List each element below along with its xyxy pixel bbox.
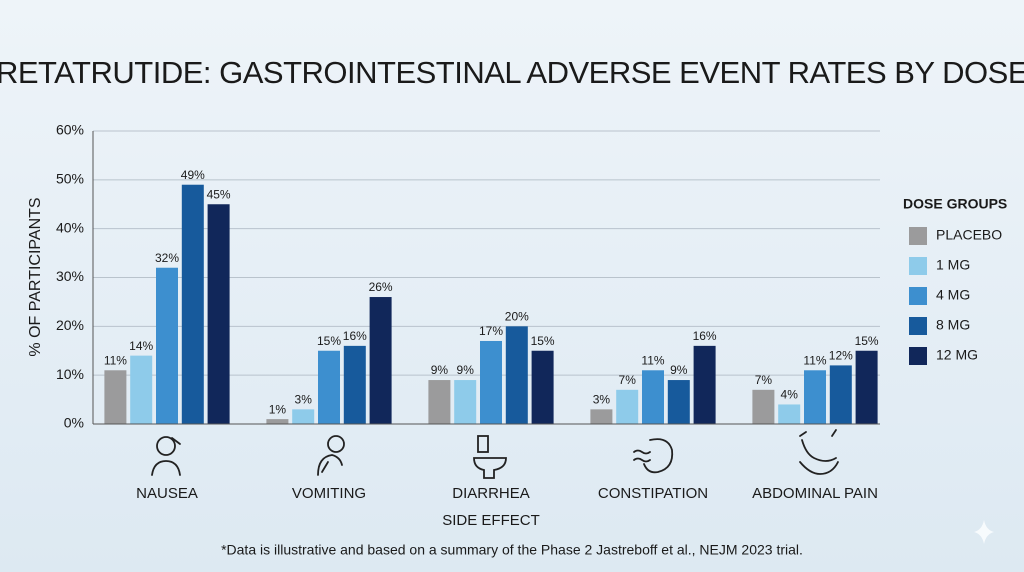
bar [369, 297, 392, 424]
footnote: *Data is illustrative and based on a sum… [221, 542, 803, 558]
icons [151, 429, 839, 479]
x-tick-label: VOMITING [292, 485, 366, 502]
value-label: 7% [755, 373, 773, 387]
value-label: 7% [619, 373, 637, 387]
x-tick-label: DIARRHEA [452, 485, 530, 502]
bar [156, 267, 178, 424]
value-label: 11% [641, 353, 664, 367]
y-tick-label: 40% [56, 219, 84, 235]
constipation-icon [633, 438, 674, 474]
x-tick-label: CONSTIPATION [598, 485, 708, 502]
value-label: 9% [670, 363, 688, 377]
y-tick-label: 60% [56, 122, 84, 138]
value-label: 3% [295, 393, 313, 407]
value-label: 17% [479, 324, 503, 338]
value-label: 15% [531, 334, 555, 348]
bar [616, 389, 639, 424]
bar [505, 326, 528, 424]
value-label: 16% [693, 329, 717, 343]
bar [318, 350, 340, 424]
legend-swatch [909, 347, 927, 365]
value-label: 3% [593, 393, 611, 407]
value-label: 32% [155, 251, 179, 265]
bar [829, 365, 852, 424]
bar [266, 419, 289, 424]
bar [292, 409, 315, 424]
value-label: 15% [855, 334, 879, 348]
legend-label: 4 MG [936, 287, 970, 303]
y-tick-label: 20% [56, 317, 84, 333]
legend-swatch [909, 287, 927, 305]
y-axis-label: % OF PARTICIPANTS [27, 197, 44, 356]
legend-label: PLACEBO [936, 227, 1002, 243]
legend-swatch [909, 317, 927, 335]
value-label: 9% [457, 363, 475, 377]
bar [181, 184, 204, 424]
bar [642, 370, 664, 424]
nausea-icon [151, 436, 181, 476]
chart-title: RETATRUTIDE: GASTROINTESTINAL ADVERSE EV… [0, 55, 1024, 90]
toilet-icon [473, 435, 507, 479]
value-label: 20% [505, 310, 529, 324]
value-label: 11% [104, 353, 127, 367]
value-label: 9% [431, 363, 449, 377]
x-tick-label: NAUSEA [136, 485, 198, 502]
abdominal-pain-icon [799, 429, 839, 475]
value-label: 12% [829, 349, 853, 363]
bar [104, 370, 127, 424]
value-label: 16% [343, 329, 367, 343]
bar [480, 340, 502, 424]
bar [130, 355, 153, 424]
y-tick-label: 10% [56, 366, 84, 382]
vomiting-icon [317, 435, 345, 476]
legend-label: 1 MG [936, 257, 970, 273]
bar [667, 380, 690, 424]
y-tick-label: 30% [56, 268, 84, 284]
bar [752, 389, 775, 424]
value-label: 49% [181, 168, 205, 182]
bar [693, 345, 716, 424]
bar [531, 350, 554, 424]
legend-label: 8 MG [936, 317, 970, 333]
legend-swatch [909, 257, 927, 275]
bar [343, 345, 366, 424]
bar [590, 409, 613, 424]
legend-title: DOSE GROUPS [903, 196, 1007, 212]
value-label: 14% [129, 339, 153, 353]
bar [207, 204, 230, 424]
y-tick-label: 0% [64, 415, 84, 431]
bar [454, 380, 477, 424]
value-label: 4% [781, 388, 799, 402]
x-tick-label: ABDOMINAL PAIN [752, 485, 878, 502]
sparkle [974, 520, 994, 544]
legend-swatch [909, 227, 927, 245]
bar [855, 350, 878, 424]
x-axis-label: SIDE EFFECT [442, 512, 540, 529]
value-label: 45% [207, 187, 231, 201]
value-label: 26% [369, 280, 393, 294]
bar [428, 380, 451, 424]
bar [778, 404, 801, 424]
y-tick-label: 50% [56, 171, 84, 187]
value-label: 15% [317, 334, 341, 348]
value-label: 1% [269, 402, 287, 416]
bar [804, 370, 826, 424]
value-label: 11% [803, 353, 826, 367]
legend-label: 12 MG [936, 347, 978, 363]
